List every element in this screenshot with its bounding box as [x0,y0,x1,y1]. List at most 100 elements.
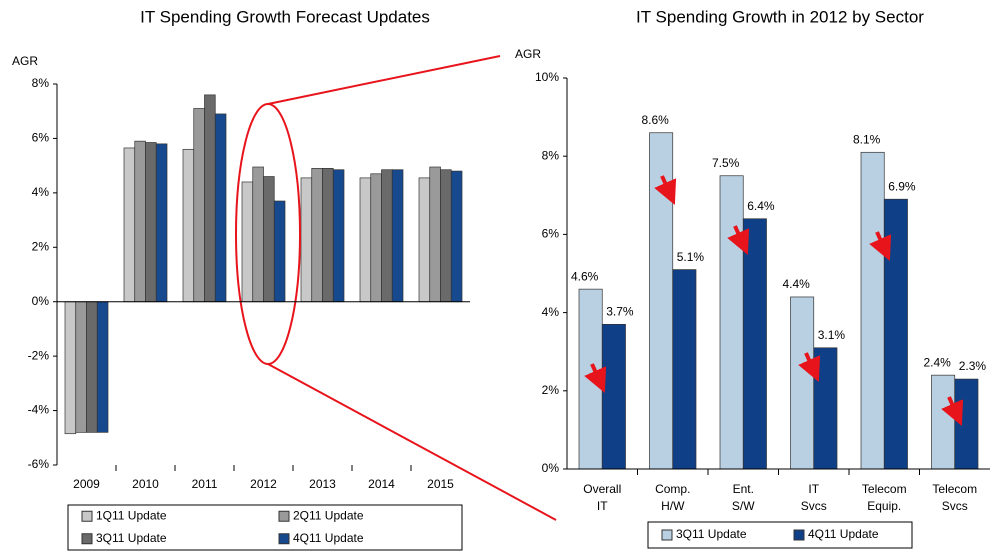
data-label: 4.6% [571,269,599,283]
bar [391,169,404,303]
y-tick-label: 6% [32,131,50,145]
legend-label: 2Q11 Update [293,508,364,522]
bar [214,113,227,303]
bar [311,168,323,303]
y-tick-label: 8% [32,76,50,90]
bar [649,132,674,470]
bar [204,94,216,303]
x-tick-label: 2013 [309,477,336,491]
zoom-line [267,363,557,521]
bar [931,374,956,470]
legend-label: 3Q11 Update [96,531,167,545]
bar [155,143,168,303]
bar [370,173,382,303]
legend-label: 1Q11 Update [96,508,167,522]
bar [273,200,286,303]
data-label: 4.4% [782,277,810,291]
bar [332,169,345,303]
legend-swatch [278,533,290,545]
bar [883,198,908,470]
down-arrow [727,225,750,255]
y-tick-label: 0% [32,294,50,308]
down-arrow [869,231,892,261]
x-tick-label: 2010 [132,477,159,491]
y-tick-label: 2% [32,239,50,253]
x-tick-label: Telecom Equip. [862,482,907,513]
bar [813,347,838,470]
bar [322,168,334,303]
x-tick-label: 2015 [427,477,454,491]
bar [241,181,254,303]
bar [601,323,626,470]
bar [145,142,157,303]
data-label: 8.1% [853,132,881,146]
data-label: 2.3% [959,359,987,373]
bar [252,166,264,303]
bar [381,169,393,303]
y-tick-label: -4% [28,403,50,417]
y-tick-label: 4% [542,305,560,319]
bar [75,301,87,433]
bar [742,218,767,470]
x-tick-label: 2011 [192,477,218,491]
x-tick-label: 2012 [250,477,277,491]
legend-swatch [278,510,290,522]
bar [134,140,146,303]
decoration [235,55,964,521]
bar [860,151,885,470]
bar [86,301,98,433]
data-label: 5.1% [677,250,705,264]
y-tick-label: -2% [28,348,50,362]
bar [954,378,979,470]
y-axis-label: AGR [515,47,541,61]
down-arrow [798,352,821,382]
legend-swatch [81,510,93,522]
bar [418,177,431,303]
bar [450,170,463,303]
x-tick-label: Overall IT [583,482,621,513]
bar [182,148,195,303]
bar [790,296,815,470]
legend-label: 4Q11 Update [808,527,879,541]
down-arrow [654,175,677,205]
down-arrow [941,396,964,426]
bar [300,177,313,303]
data-label: 6.4% [747,199,775,213]
y-tick-label: 10% [535,70,559,84]
data-label: 3.7% [606,305,634,319]
y-tick-label: 0% [542,461,560,475]
bar [429,166,441,303]
y-tick-label: 4% [32,185,50,199]
y-axis-label: AGR [12,54,38,68]
x-tick-label: Comp. H/W [655,482,690,513]
bar [123,147,136,303]
legend-box [647,521,913,549]
legend-label: 4Q11 Update [293,531,364,545]
x-tick-label: IT Svcs [801,482,827,513]
bar [672,269,697,470]
bar [359,177,372,303]
data-label: 3.1% [818,328,846,342]
down-arrow [584,363,607,393]
y-tick-label: 6% [542,227,560,241]
y-tick-label: -6% [28,457,50,471]
x-tick-label: 2009 [73,477,100,491]
y-tick-label: 2% [542,383,560,397]
x-tick-label: Telecom Svcs [932,482,977,513]
chart-title: IT Spending Growth Forecast Updates [140,7,430,26]
legend-swatch [81,533,93,545]
bar [263,176,275,303]
bar [96,301,109,433]
x-tick-label: 2014 [368,477,395,491]
data-label: 6.9% [888,179,916,193]
y-tick-label: 8% [542,148,560,162]
legend-swatch [661,529,673,541]
zoom-line [267,55,501,105]
bar [719,175,744,470]
bar [193,108,205,303]
legend-label: 3Q11 Update [676,527,747,541]
x-tick-label: Ent. S/W [732,482,755,513]
bar [440,169,452,303]
data-label: 2.4% [923,355,951,369]
data-label: 7.5% [712,156,740,170]
